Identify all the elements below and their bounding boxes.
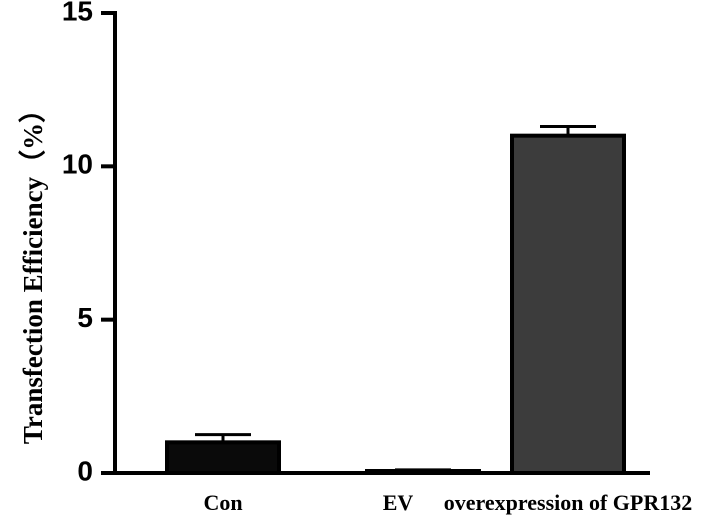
y-axis-title: Transfection Efficiency（%） [18,96,48,444]
category-labels-group: Con EV overexpression of GPR132 [203,490,692,515]
category-label: overexpression of GPR132 [444,490,693,515]
category-label: Con [203,490,242,515]
y-tick-label: 15 [62,0,93,26]
y-tick-label: 5 [77,302,93,333]
y-axis: 0 5 10 15 [62,0,117,486]
y-tick-label: 10 [62,149,93,180]
bar [510,133,626,476]
y-tick-label: 0 [77,455,93,486]
bars-group [165,133,626,476]
error-bars-group [195,124,596,472]
category-label: EV [383,490,414,515]
bar [165,440,281,476]
